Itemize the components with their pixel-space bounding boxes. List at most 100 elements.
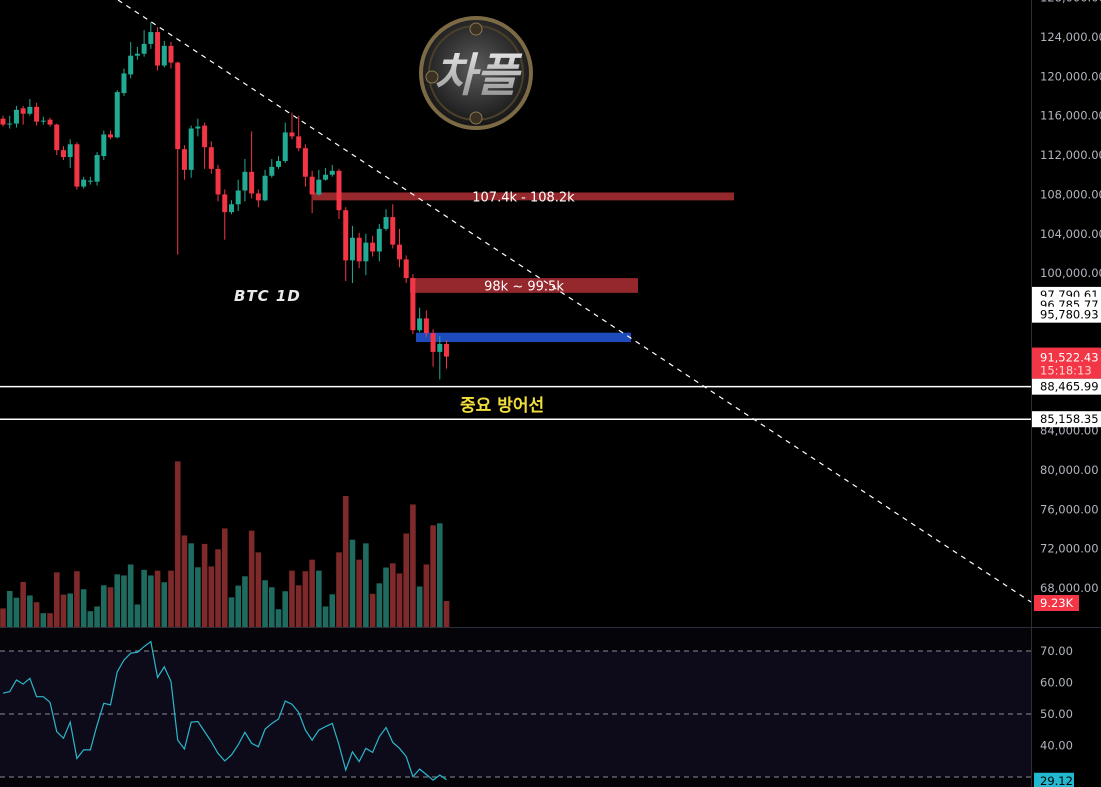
candle-body [128,55,134,75]
symbol-timeframe-label: BTC 1D [234,287,301,305]
candle-body [13,109,19,124]
zone-label: 98k ~ 99.5k [484,279,564,294]
candle-body [188,128,194,170]
volume-bar [228,597,235,627]
candle-body [7,123,13,125]
volume-bar [94,606,100,627]
rsi-axis-tick: 40.00 [1040,739,1073,753]
volume-bar [356,559,362,627]
price-label-box [1032,378,1101,395]
candle-body [336,170,342,211]
candle-body [134,53,140,56]
price-axis-tick: 100,000.00 [1040,266,1101,280]
candle-body [235,190,241,205]
volume-bar [430,525,436,627]
volume-bar [74,571,80,627]
bar-countdown: 15:18:13 [1040,364,1092,378]
candle-body [114,92,120,138]
defense-line-label: 중요 방어선 [460,396,545,416]
candle-body [20,108,26,114]
volume-bar [336,552,342,627]
price-zone [416,332,631,343]
price-axis-tick: 68,000.00 [1040,581,1099,595]
candle-body [444,344,450,357]
volume-bar [363,543,369,627]
price-marker-label: 95,780.93 [1040,308,1099,322]
rsi-line [2,640,447,781]
volume-bar [235,585,241,627]
volume-bar [376,583,383,627]
candle-body [47,119,53,125]
price-axis-tick: 116,000.00 [1040,109,1101,123]
volume-bar [349,539,356,627]
volume-bar [289,570,295,627]
volume-bar [121,575,127,627]
candle-body [54,124,60,151]
volume-bar [27,595,33,627]
candle-body [383,217,389,229]
candle-body [403,259,409,279]
rsi-last-label: 29.12 [1040,774,1073,787]
price-marker-box [1032,306,1101,323]
volume-bar [423,564,430,627]
volume-bar [13,597,20,627]
candle-body [40,120,46,122]
candle-body [74,144,80,187]
volume-bar [168,570,174,627]
volume-last-label: 9.23K [1040,596,1074,610]
candle-body [356,237,362,262]
volume-bar [410,504,416,627]
candle-body [430,333,436,352]
candle-body [329,170,335,175]
candle-body [262,175,268,201]
candle-body [168,45,174,63]
rsi-axis-tick: 70.00 [1040,644,1073,658]
candle-body [81,179,87,187]
volume-bar [154,570,161,627]
candle-body [249,171,255,194]
price-axis-tick: 80,000.00 [1040,463,1099,477]
volume-bar [329,594,336,627]
volume-bar [87,611,94,627]
volume-bar [107,587,114,627]
volume-bar [53,572,60,627]
last-price-label: 91,522.43 [1040,351,1099,365]
rsi-last-box [1034,772,1074,787]
volume-bar [208,566,215,627]
volume-bar [40,613,47,627]
volume-bar [114,574,121,627]
candle-body [390,217,396,245]
price-label: 88,465.99 [1040,380,1099,394]
volume-bar [201,543,208,627]
volume-bar [322,606,329,627]
price-axis-tick: 104,000.00 [1040,227,1101,241]
volume-bar [342,496,349,627]
last-price-box [1032,347,1101,379]
candle-body [423,318,429,334]
volume-bar [416,586,423,627]
volume-bar [269,587,275,627]
volume-bar [148,575,154,627]
price-axis-tick: 112,000.00 [1040,148,1101,162]
candle-body [181,149,187,170]
volume-bar [33,602,40,627]
candle-body [27,106,33,114]
candle-body [396,244,402,260]
volume-bar [443,601,450,627]
trendline [117,0,1032,603]
candle-body [215,168,221,195]
candle-body [417,318,423,331]
zone-label: 107.4k - 108.2k [472,190,575,205]
volume-bar [403,533,409,627]
volume-bar [396,573,403,627]
price-axis-tick: 76,000.00 [1040,502,1099,516]
volume-bar [248,530,255,627]
price-axis-tick: 72,000.00 [1040,542,1099,556]
logo-text: 차플 [434,48,523,102]
candle-body [363,242,369,262]
candle-body [0,118,6,125]
volume-bar [20,581,26,627]
volume-bar [80,589,87,627]
candle-body [255,193,261,201]
